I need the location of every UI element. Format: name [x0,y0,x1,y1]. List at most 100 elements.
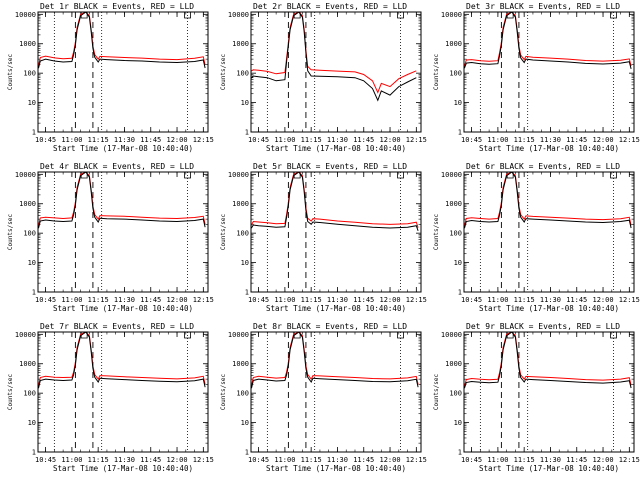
x-tick-label: 10:45 [35,136,56,144]
x-tick-label: 11:15 [514,456,535,464]
x-tick-label: 10:45 [461,296,482,304]
x-tick-label: 11:00 [61,296,82,304]
x-tick-label: 11:30 [540,456,561,464]
y-tick-label: 1000 [232,360,249,368]
y-tick-label: 10 [28,419,36,427]
y-tick-label: 10000 [441,171,462,179]
x-tick-label: 12:15 [406,456,427,464]
x-axis-label: Start Time (17-Mar-08 10:40:40) [479,144,619,153]
panel-title: Det 5r BLACK = Events, RED = LLD [253,162,407,171]
x-tick-label: 12:00 [592,136,613,144]
panel-4: Det 4r BLACK = Events, RED = LLD 1 10 100 10… [7,162,214,313]
y-tick-label: 10000 [441,11,462,19]
panel-3: Det 3r BLACK = Events, RED = LLD 1 10 100 10… [433,2,640,153]
y-tick-label: 1000 [19,360,36,368]
y-tick-label: 100 [236,390,249,398]
panel-1: Det 1r BLACK = Events, RED = LLD 1 10 100 10… [7,2,214,153]
top-marker [610,172,617,179]
x-tick-label: 11:45 [566,456,587,464]
y-tick-label: 1 [245,289,249,297]
x-tick-label: 11:45 [140,296,161,304]
x-tick-label: 11:30 [327,136,348,144]
x-tick-label: 10:45 [461,456,482,464]
panel-2: Det 2r BLACK = Events, RED = LLD 1 10 100 10… [220,2,427,153]
y-tick-label: 1000 [19,40,36,48]
x-tick-label: 10:45 [35,296,56,304]
x-tick-label: 11:00 [61,136,82,144]
x-tick-label: 11:30 [114,456,135,464]
top-marker [397,12,404,19]
y-tick-label: 1 [32,449,36,457]
series-events-line [251,12,417,102]
x-tick-label: 12:00 [592,296,613,304]
x-tick-label: 12:15 [406,136,427,144]
y-tick-label: 100 [449,390,462,398]
y-axis-label: Counts/sec [220,374,227,411]
y-tick-label: 10000 [228,331,249,339]
series-lld-line [38,12,206,67]
x-tick-label: 11:00 [274,136,295,144]
series-events-line [464,12,632,70]
x-tick-label: 12:00 [592,456,613,464]
x-tick-label: 12:00 [166,456,187,464]
y-tick-label: 1 [458,449,462,457]
y-tick-label: 1 [245,129,249,137]
y-axis-label: Counts/sec [7,214,14,251]
plot-frame [250,171,422,293]
y-tick-label: 100 [236,70,249,78]
x-tick-label: 11:15 [301,136,322,144]
y-tick-label: 1000 [445,40,462,48]
y-tick-label: 100 [449,70,462,78]
y-tick-label: 1000 [445,200,462,208]
top-marker [610,12,617,19]
x-tick-label: 10:45 [35,456,56,464]
panel-title: Det 7r BLACK = Events, RED = LLD [40,322,194,331]
x-tick-label: 11:15 [88,296,109,304]
y-axis-label: Counts/sec [7,54,14,91]
x-tick-label: 11:45 [140,456,161,464]
y-tick-label: 10000 [228,11,249,19]
x-tick-label: 11:15 [514,296,535,304]
series-events-line [38,172,206,229]
y-tick-label: 100 [23,230,36,238]
series-lld-line [38,172,206,227]
y-tick-label: 10 [454,99,462,107]
y-axis-label: Counts/sec [433,374,440,411]
y-tick-label: 10 [241,419,249,427]
data-series [251,12,417,102]
data-series [251,332,419,389]
y-tick-label: 10000 [15,11,36,19]
series-events-line [464,332,632,389]
x-tick-label: 12:00 [166,296,187,304]
series-events-line [38,332,206,389]
plot-frame [463,171,635,293]
y-tick-label: 100 [236,230,249,238]
x-tick-label: 12:15 [193,456,214,464]
data-series [464,332,632,389]
plot-frame [250,331,422,453]
x-tick-label: 12:15 [619,456,640,464]
x-tick-label: 11:00 [487,296,508,304]
y-tick-label: 100 [23,390,36,398]
x-tick-label: 10:45 [248,136,269,144]
data-series [464,12,632,70]
x-tick-label: 12:15 [619,136,640,144]
y-tick-label: 10000 [228,171,249,179]
x-tick-label: 12:00 [166,136,187,144]
panel-title: Det 8r BLACK = Events, RED = LLD [253,322,407,331]
panel-title: Det 6r BLACK = Events, RED = LLD [466,162,620,171]
panel-title: Det 9r BLACK = Events, RED = LLD [466,322,620,331]
panel-7: Det 7r BLACK = Events, RED = LLD 1 10 100 10… [7,322,214,473]
y-tick-label: 10 [28,259,36,267]
x-tick-label: 12:00 [379,296,400,304]
y-axis-label: Counts/sec [7,374,14,411]
series-lld-line [38,332,206,387]
panel-title: Det 2r BLACK = Events, RED = LLD [253,2,407,11]
x-tick-label: 12:15 [193,296,214,304]
panel-5: Det 5r BLACK = Events, RED = LLD 1 10 100 10… [220,162,427,313]
y-tick-label: 1000 [232,200,249,208]
top-marker [397,172,404,179]
x-tick-label: 11:45 [566,136,587,144]
y-axis-label: Counts/sec [433,214,440,251]
x-tick-label: 11:00 [487,456,508,464]
